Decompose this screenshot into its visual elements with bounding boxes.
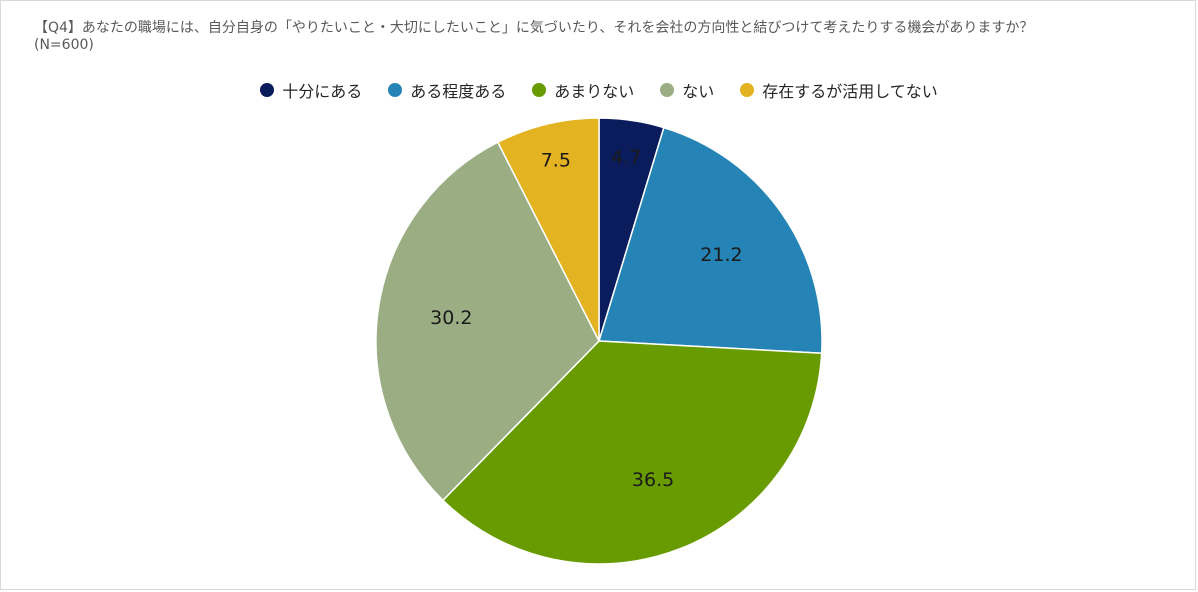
slice-value-label: 30.2 — [430, 307, 472, 329]
chart-title-block: 【Q4】あなたの職場には、自分自身の「やりたいこと・大切にしたいこと」に気づいた… — [34, 20, 1174, 54]
legend-swatch — [532, 83, 547, 97]
legend-label: ない — [682, 82, 715, 101]
legend-swatch — [660, 83, 675, 97]
slice-value-label: 4.7 — [611, 146, 641, 168]
chart-legend: 十分にある ある程度ある あまりない ない 存在するが活用してない — [0, 78, 1198, 102]
pie-slice — [496, 117, 600, 342]
legend-item: ある程度ある — [388, 78, 506, 102]
pie-slice — [441, 340, 823, 565]
legend-label: あまりない — [554, 82, 635, 101]
legend-swatch — [388, 83, 403, 97]
legend-item: 十分にある — [260, 78, 362, 102]
legend-swatch — [260, 83, 275, 97]
legend-item: あまりない — [532, 78, 634, 102]
legend-item: ない — [660, 78, 714, 102]
legend-item: 存在するが活用してない — [740, 78, 938, 102]
chart-subtitle: (N=600) — [34, 37, 94, 53]
slice-value-label: 21.2 — [700, 244, 742, 266]
legend-label: 十分にある — [282, 82, 363, 101]
pie-slice — [598, 126, 823, 355]
chart-title: 【Q4】あなたの職場には、自分自身の「やりたいこと・大切にしたいこと」に気づいた… — [34, 20, 1034, 36]
legend-label: ある程度ある — [410, 82, 507, 101]
slice-value-label: 7.5 — [541, 150, 571, 172]
slice-value-label: 36.5 — [632, 469, 674, 491]
legend-label: 存在するが活用してない — [762, 82, 938, 101]
legend-swatch — [740, 83, 755, 97]
